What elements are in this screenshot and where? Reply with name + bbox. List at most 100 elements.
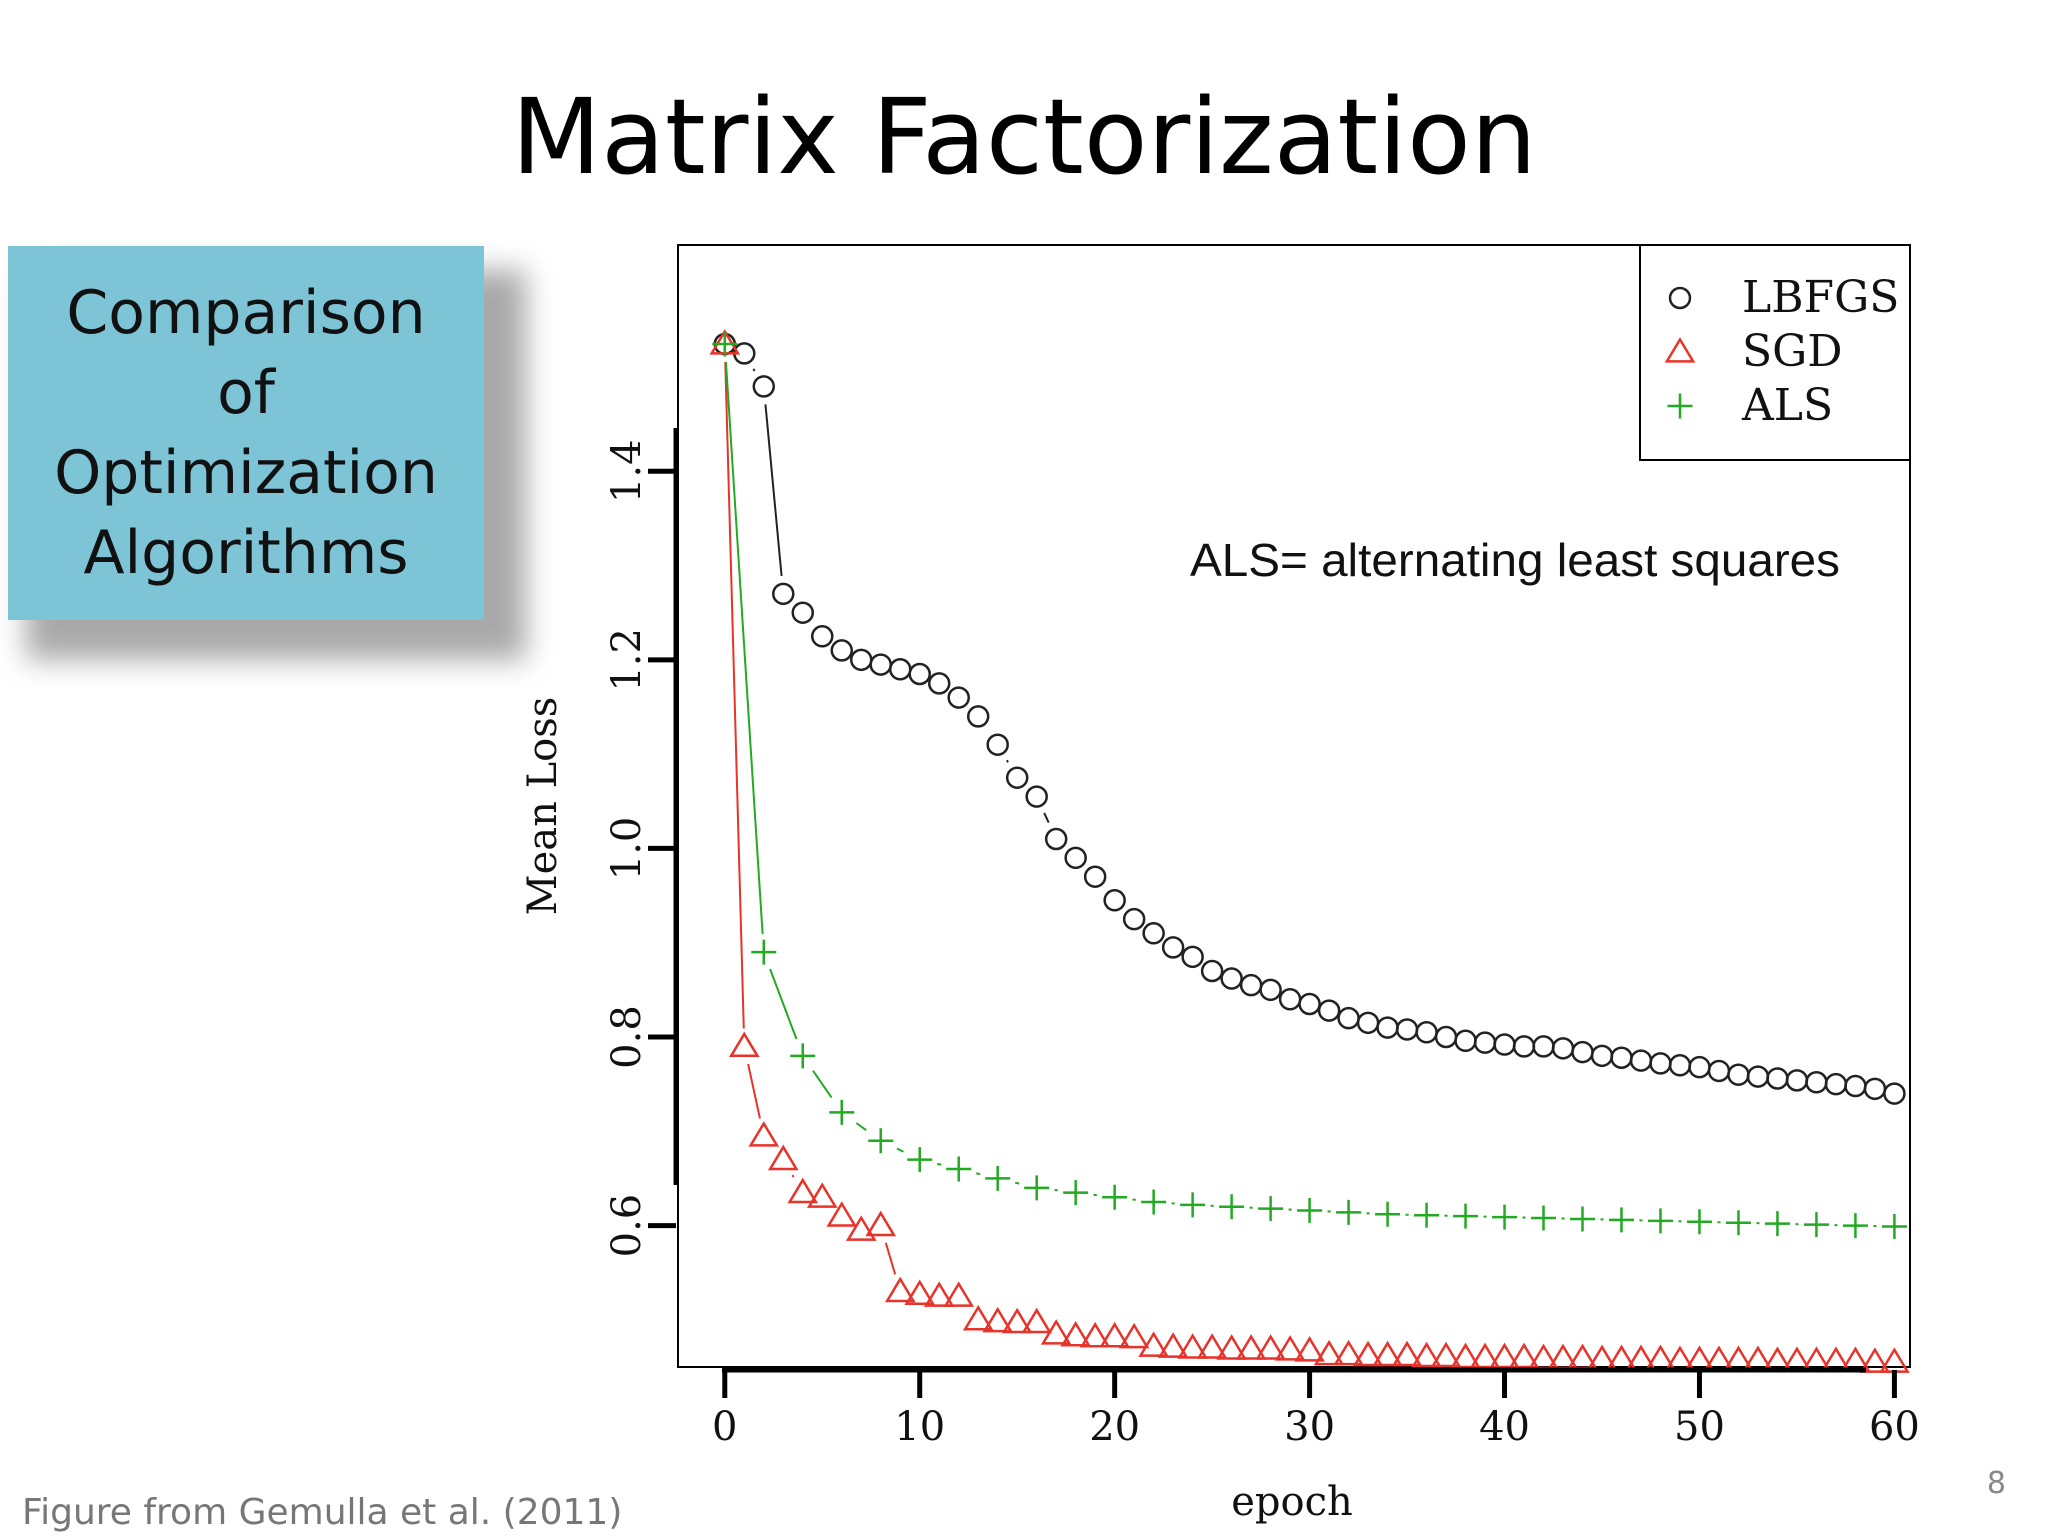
- als-point: [985, 1165, 1011, 1191]
- lbfgs-point: [869, 653, 892, 676]
- als-point: [1219, 1194, 1245, 1220]
- als-point: [1102, 1184, 1128, 1210]
- als-line-segment: [896, 1147, 904, 1153]
- lbfgs-point: [888, 658, 912, 681]
- lbfgs-point: [1278, 988, 1302, 1011]
- lbfgs-point: [1356, 1011, 1380, 1035]
- x-tick-label: 0: [712, 1404, 737, 1450]
- lbfgs-point: [1668, 286, 1692, 310]
- lbfgs-point: [1493, 1033, 1516, 1056]
- lbfgs-point: [1064, 846, 1087, 870]
- als-point: [1764, 1211, 1790, 1237]
- sgd-point: [1469, 1342, 1501, 1369]
- sgd-point: [1040, 1319, 1072, 1345]
- series-lines: [724, 361, 1877, 1275]
- lbfgs-point: [830, 639, 853, 662]
- chart-annotation: ALS= alternating least squares: [1190, 534, 1840, 586]
- lbfgs-point: [1610, 1046, 1633, 1069]
- als-point: [907, 1147, 933, 1173]
- y-tick-label: 1.0: [604, 817, 650, 881]
- sgd-point: [787, 1177, 819, 1204]
- lbfgs-point: [947, 686, 970, 709]
- x-tick-label: 60: [1869, 1404, 1920, 1450]
- legend-label-lbfgs: LBFGS: [1742, 272, 1899, 323]
- lbfgs-point: [1259, 978, 1282, 1002]
- x-tick-label: 20: [1089, 1404, 1140, 1450]
- sgd-point: [1079, 1321, 1111, 1348]
- lbfgs-point: [811, 625, 834, 648]
- lbfgs-point: [1161, 936, 1185, 959]
- als-line-segment: [769, 968, 798, 1040]
- als-point: [946, 1156, 972, 1182]
- sgd-point: [1859, 1347, 1891, 1373]
- als-point: [1570, 1206, 1596, 1232]
- sgd-point: [1372, 1340, 1403, 1367]
- sgd-point: [1138, 1331, 1169, 1357]
- als-point: [1180, 1192, 1206, 1218]
- lbfgs-line-segment: [752, 368, 756, 372]
- x-tick-label: 30: [1284, 1404, 1335, 1450]
- lbfgs-point: [1200, 959, 1224, 983]
- callout-text: Comparison of Optimization Algorithms: [54, 278, 438, 588]
- lbfgs-point: [1863, 1077, 1887, 1101]
- lbfgs-point: [1668, 1054, 1692, 1077]
- sgd-point: [767, 1144, 799, 1171]
- y-tick-label: 1.4: [604, 439, 650, 503]
- sgd-point: [1021, 1307, 1053, 1334]
- als-point: [1647, 1208, 1673, 1234]
- sgd-point: [748, 1121, 780, 1147]
- als-point: [1881, 1214, 1907, 1240]
- lbfgs-point: [849, 648, 873, 672]
- sgd-point: [1001, 1307, 1033, 1334]
- slide-title: Matrix Factorization: [511, 76, 1537, 198]
- als-line-segment: [936, 1162, 942, 1166]
- sgd-line-segment: [791, 1174, 795, 1178]
- als-point: [829, 1099, 855, 1125]
- lbfgs-point: [1785, 1069, 1809, 1092]
- sgd-point: [845, 1215, 877, 1241]
- sgd-point: [1099, 1321, 1130, 1348]
- lbfgs-point: [1805, 1071, 1828, 1094]
- lbfgs-point: [1883, 1082, 1906, 1105]
- als-point: [1608, 1207, 1634, 1233]
- tick-labels: 0 10 20 30 40 50 60 0.6 0.8 1.0 1.2 1.4: [604, 439, 1920, 1450]
- legend-label-als: ALS: [1741, 380, 1833, 431]
- sgd-point: [1255, 1334, 1286, 1360]
- sgd-point: [1177, 1333, 1208, 1359]
- lbfgs-point: [1103, 889, 1126, 912]
- als-point: [1024, 1175, 1050, 1201]
- sgd-point: [826, 1201, 858, 1227]
- lbfgs-point: [752, 375, 776, 398]
- lbfgs-point: [1629, 1049, 1653, 1072]
- legend-box: [1639, 244, 1911, 461]
- lbfgs-point: [1044, 827, 1068, 851]
- sgd-point: [1313, 1339, 1345, 1366]
- figure-citation: Figure from Gemulla et al. (2011): [22, 1492, 623, 1533]
- als-line-segment: [812, 1070, 833, 1099]
- als-line-segment: [1014, 1181, 1020, 1185]
- lbfgs-point: [986, 733, 1009, 756]
- lbfgs-point: [1317, 999, 1341, 1022]
- lbfgs-line-segment: [764, 404, 783, 577]
- sgd-line-segment: [747, 1063, 761, 1119]
- als-point: [790, 1043, 816, 1069]
- als-point: [868, 1128, 894, 1154]
- sgd-point: [1274, 1335, 1306, 1361]
- lbfgs-point: [1142, 922, 1165, 945]
- als-point: [1667, 393, 1693, 419]
- lbfgs-point: [1298, 992, 1321, 1016]
- sgd-point: [1430, 1341, 1462, 1368]
- als-point: [1375, 1201, 1401, 1227]
- als-point: [1336, 1199, 1362, 1225]
- sgd-point: [1333, 1339, 1364, 1366]
- lbfgs-point: [1766, 1067, 1789, 1090]
- sgd-point: [943, 1281, 975, 1307]
- page-number: 8: [1986, 1466, 2006, 1501]
- lbfgs-point: [1415, 1021, 1438, 1044]
- lbfgs-point: [1688, 1055, 1711, 1079]
- lbfgs-point: [1590, 1044, 1614, 1068]
- lbfgs-point: [1727, 1063, 1750, 1086]
- sgd-point: [1294, 1336, 1325, 1362]
- lbfgs-point: [791, 601, 815, 624]
